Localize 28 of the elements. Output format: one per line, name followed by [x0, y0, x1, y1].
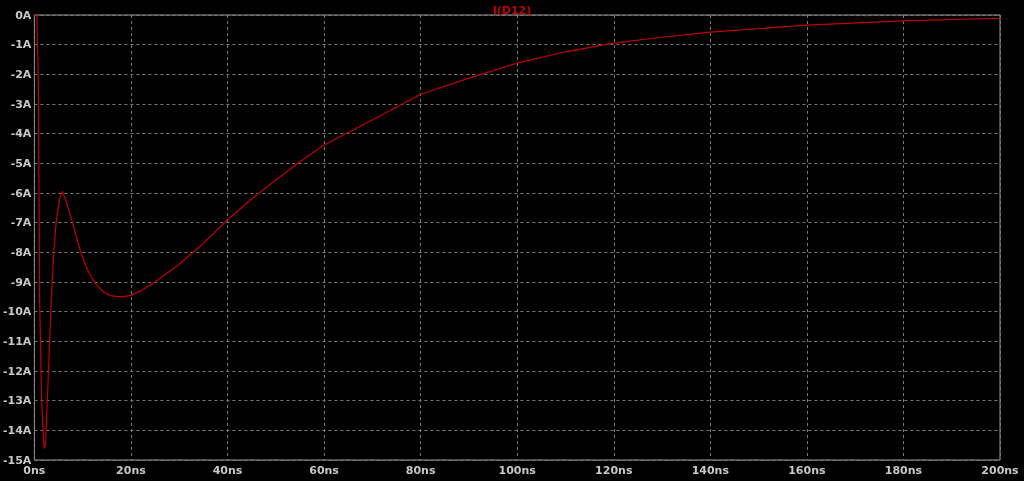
- x-tick-label: 140ns: [691, 464, 730, 477]
- y-tick-label: -7A: [10, 216, 32, 230]
- x-tick-label: 60ns: [309, 464, 340, 477]
- x-tick-label: 100ns: [498, 464, 537, 477]
- y-tick-label: 0A: [15, 8, 32, 22]
- x-tick-label: 200ns: [981, 464, 1020, 477]
- y-tick-label: -10A: [3, 305, 32, 319]
- y-tick-label: -1A: [10, 38, 32, 52]
- x-tick-label: 80ns: [405, 464, 436, 477]
- y-tick-label: -4A: [10, 127, 32, 141]
- y-tick-label: -13A: [3, 394, 32, 408]
- y-tick-label: -15A: [3, 453, 32, 467]
- x-tick-label: 40ns: [212, 464, 243, 477]
- y-tick-label: -2A: [10, 67, 32, 81]
- y-tick-label: -5A: [10, 156, 32, 170]
- x-tick-label: 160ns: [788, 464, 826, 477]
- y-tick-label: -3A: [10, 97, 32, 111]
- y-tick-label: -12A: [3, 364, 32, 378]
- y-tick-label: -6A: [10, 186, 32, 200]
- x-tick-label: 20ns: [116, 464, 147, 477]
- y-tick-label: -8A: [10, 245, 32, 259]
- y-tick-label: -14A: [3, 423, 32, 437]
- x-tick-label: 0ns: [23, 464, 46, 477]
- y-tick-label: -9A: [10, 275, 32, 289]
- chart-title: I(D12): [492, 4, 532, 17]
- x-tick-label: 120ns: [595, 464, 633, 477]
- y-tick-label: -11A: [3, 334, 32, 348]
- x-tick-label: 180ns: [884, 464, 923, 477]
